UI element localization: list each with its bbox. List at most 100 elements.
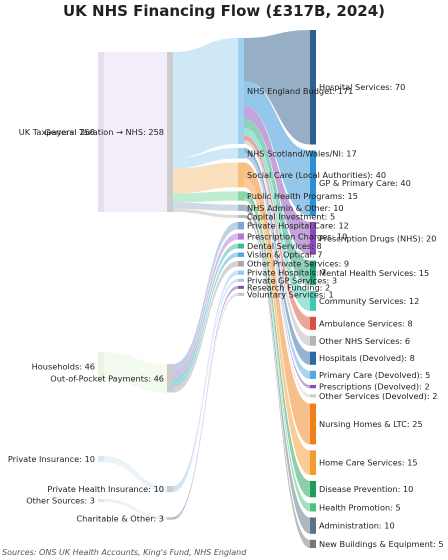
- link-nhs_devolved-to-other_devolved: [244, 157, 310, 398]
- label-private_hospitals: Private Hospitals: 7: [247, 268, 326, 278]
- node-hospitals_devolved: [310, 351, 316, 365]
- node-private_hospital_care: [238, 221, 244, 230]
- node-gp_primary: [310, 150, 316, 216]
- label-nhs_devolved: NHS Scotland/Wales/NI: 17: [247, 148, 357, 158]
- label-home_care: Home Care Services: 15: [319, 458, 418, 468]
- node-private_health_insurance: [167, 486, 173, 493]
- label-private_health_insurance: Private Health Insurance: 10: [47, 484, 164, 494]
- link-general_taxation-to-nhs_admin: [173, 202, 238, 211]
- node-nursing_homes: [310, 403, 316, 445]
- node-charitable: [167, 517, 173, 520]
- link-charitable-to-voluntary_services: [173, 292, 238, 520]
- node-private_insurance: [98, 456, 104, 463]
- label-private_insurance: Private Insurance: 10: [8, 454, 95, 464]
- node-nhs_england: [238, 38, 244, 145]
- link-nhs_england-to-hospital_services: [244, 30, 310, 145]
- link-out_of_pocket-to-dental_services: [173, 243, 238, 383]
- node-disease_prevention: [310, 480, 316, 498]
- label-general_taxation: General Taxation → NHS: 258: [44, 127, 164, 137]
- node-community_services: [310, 291, 316, 311]
- node-primary_devolved: [310, 370, 316, 379]
- label-social_care: Social Care (Local Authorities): 40: [247, 170, 386, 180]
- node-social_care: [238, 162, 244, 188]
- label-administration: Administration: 10: [319, 521, 395, 531]
- node-nhs_devolved: [238, 148, 244, 159]
- label-prescription_drugs: Prescription Drugs (NHS): 20: [319, 233, 436, 243]
- label-uk_taxpayers: UK Taxpayers: 258: [19, 127, 95, 137]
- node-prescription_drugs: [310, 221, 316, 255]
- label-gp_primary: GP & Primary Care: 40: [319, 178, 411, 188]
- link-private_health_insurance-to-private_hospitals: [173, 270, 238, 491]
- link-uk_taxpayers-to-general_taxation: [104, 52, 167, 212]
- label-disease_prevention: Disease Prevention: 10: [319, 484, 413, 494]
- link-general_taxation-to-capital_investment: [173, 208, 238, 218]
- link-general_taxation-to-nhs_england: [173, 38, 238, 159]
- link-out_of_pocket-to-vision_optical: [173, 252, 238, 387]
- page-title: UK NHS Financing Flow (£317B, 2024): [62, 2, 386, 20]
- link-out_of_pocket-to-other_private: [173, 260, 238, 393]
- link-nhs_england-to-gp_primary: [244, 81, 310, 216]
- link-households-to-out_of_pocket: [104, 352, 167, 393]
- node-research_funding: [238, 285, 244, 289]
- label-households: Households: 46: [32, 361, 95, 371]
- link-capital_investment-to-new_buildings: [244, 214, 310, 549]
- node-administration: [310, 517, 316, 534]
- link-social_care-to-home_care: [244, 178, 310, 475]
- link-social_care-to-nursing_homes: [244, 162, 310, 445]
- link-public_health-to-disease_prevention: [244, 191, 310, 498]
- label-private_gp: Private GP Services: 3: [247, 275, 337, 285]
- label-new_buildings: New Buildings & Equipment: 5: [319, 539, 444, 549]
- link-nhs_england-to-community_services: [244, 127, 310, 311]
- sources-note: Sources: ONS UK Health Accounts, King's …: [2, 548, 247, 557]
- node-nhs_admin: [238, 204, 244, 211]
- label-capital_investment: Capital Investment: 5: [247, 211, 335, 221]
- node-private_gp: [238, 278, 244, 282]
- link-general_taxation-to-nhs_devolved: [173, 148, 238, 169]
- label-voluntary_services: Voluntary Services: 1: [247, 289, 334, 299]
- node-home_care: [310, 450, 316, 475]
- label-nursing_homes: Nursing Homes & LTC: 25: [319, 419, 423, 429]
- node-other_nhs: [310, 335, 316, 346]
- link-nhs_england-to-ambulance: [244, 135, 310, 330]
- link-out_of_pocket-to-private_hospital_care: [173, 221, 238, 372]
- label-ambulance: Ambulance Services: 8: [319, 318, 413, 328]
- link-general_taxation-to-public_health: [173, 191, 238, 203]
- label-charitable: Charitable & Other: 3: [76, 514, 164, 524]
- link-general_taxation-to-social_care: [173, 162, 238, 194]
- label-prescription_charges: Prescription Charges: 10: [247, 232, 347, 242]
- label-mental_health: Mental Health Services: 15: [319, 268, 429, 278]
- label-dental_services: Dental Services: 8: [247, 241, 322, 251]
- link-out_of_pocket-to-prescription_charges: [173, 233, 238, 378]
- link-nhs_devolved-to-hospitals_devolved: [244, 148, 310, 365]
- label-other_private: Other Private Services: 9: [247, 259, 349, 269]
- label-primary_devolved: Primary Care (Devolved): 5: [319, 370, 430, 380]
- label-private_hospital_care: Private Hospital Care: 12: [247, 221, 349, 231]
- node-public_health: [238, 191, 244, 201]
- label-other_nhs: Other NHS Services: 6: [319, 336, 410, 346]
- node-general_taxation: [167, 52, 173, 212]
- label-prescriptions_devolved: Prescriptions (Devolved): 2: [319, 382, 430, 392]
- links-layer: [104, 30, 310, 549]
- link-private_health_insurance-to-private_gp: [173, 278, 238, 493]
- node-out_of_pocket: [167, 364, 173, 393]
- label-vision_optical: Vision & Optical: 7: [247, 250, 323, 260]
- node-vision_optical: [238, 252, 244, 257]
- label-hospital_services: Hospital Services: 70: [319, 82, 405, 92]
- label-community_services: Community Services: 12: [319, 296, 419, 306]
- node-voluntary_services: [238, 292, 244, 296]
- node-other_sources: [98, 499, 104, 502]
- link-nhs_england-to-mental_health: [244, 118, 310, 286]
- label-out_of_pocket: Out-of-Pocket Payments: 46: [50, 373, 164, 383]
- node-prescription_charges: [238, 233, 244, 240]
- node-prescriptions_devolved: [310, 384, 316, 389]
- node-capital_investment: [238, 214, 244, 218]
- link-nhs_devolved-to-prescriptions_devolved: [244, 156, 310, 389]
- nodes-layer: [98, 30, 316, 548]
- label-research_funding: Research Funding: 2: [247, 282, 330, 292]
- link-other_sources-to-charitable: [104, 499, 167, 520]
- link-public_health-to-health_promotion: [244, 197, 310, 512]
- node-households: [98, 352, 104, 381]
- label-other_devolved: Other Services (Devolved): 2: [319, 391, 438, 401]
- label-other_sources: Other Sources: 3: [26, 496, 95, 506]
